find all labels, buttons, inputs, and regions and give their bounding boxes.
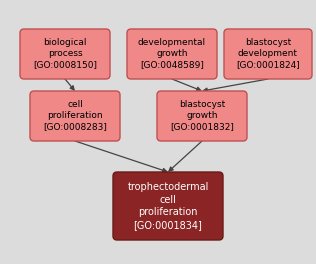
Text: trophectodermal
cell
proliferation
[GO:0001834]: trophectodermal cell proliferation [GO:0… [127, 182, 209, 230]
FancyBboxPatch shape [157, 91, 247, 141]
Text: blastocyst
growth
[GO:0001832]: blastocyst growth [GO:0001832] [170, 100, 234, 131]
Text: cell
proliferation
[GO:0008283]: cell proliferation [GO:0008283] [43, 100, 107, 131]
Text: developmental
growth
[GO:0048589]: developmental growth [GO:0048589] [138, 38, 206, 70]
FancyBboxPatch shape [113, 172, 223, 240]
Text: blastocyst
development
[GO:0001824]: blastocyst development [GO:0001824] [236, 38, 300, 70]
FancyBboxPatch shape [224, 29, 312, 79]
FancyBboxPatch shape [20, 29, 110, 79]
FancyBboxPatch shape [30, 91, 120, 141]
FancyBboxPatch shape [127, 29, 217, 79]
Text: biological
process
[GO:0008150]: biological process [GO:0008150] [33, 38, 97, 70]
